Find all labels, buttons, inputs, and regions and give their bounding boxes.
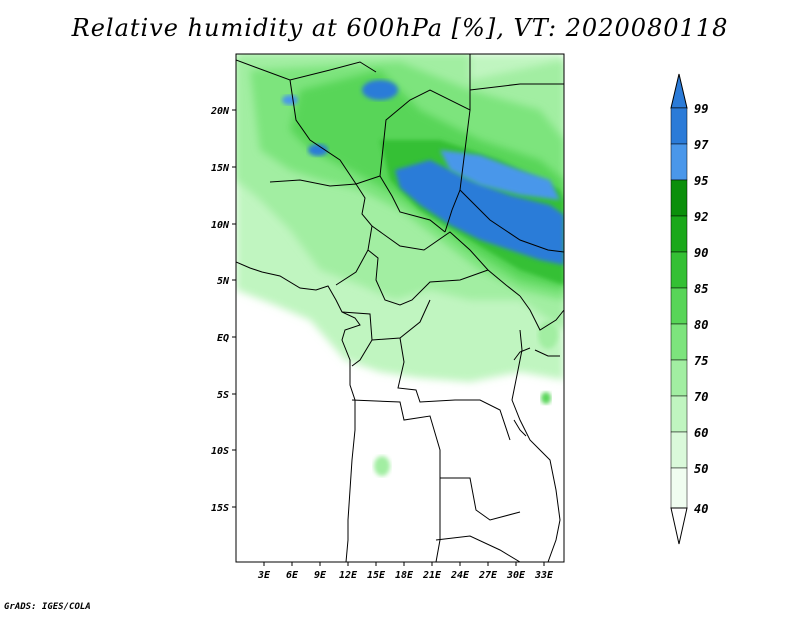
lat-tick-label: 10S — [211, 446, 229, 457]
lon-tick-label: 15E — [367, 570, 386, 581]
colorbar-segment — [670, 359, 688, 397]
colorbar-segment — [670, 143, 688, 181]
colorbar-label: 97 — [694, 138, 709, 152]
colorbar-label: 95 — [694, 174, 708, 188]
colorbar-label: 40 — [694, 502, 708, 516]
grads-credit: GrADS: IGES/COLA — [4, 602, 91, 612]
colorbar-label: 85 — [694, 282, 708, 296]
colorbar-segment — [670, 431, 688, 469]
colorbar-bottom-arrow — [670, 507, 688, 545]
colorbar-segment — [670, 251, 688, 289]
colorbar-label: 70 — [694, 390, 708, 404]
colorbar-label: 92 — [694, 210, 708, 224]
lat-axis: 20N 15N 10N 5N EQ 5S 10S 15S — [210, 106, 236, 514]
lon-tick-label: 18E — [395, 570, 414, 581]
lon-tick-label: 6E — [286, 570, 299, 581]
map-title: Relative humidity at 600hPa [%], VT: 202… — [71, 14, 729, 42]
colorbar-label: 99 — [694, 102, 708, 116]
lat-tick-label: 20N — [210, 106, 230, 117]
lat-tick-label: EQ — [217, 333, 229, 344]
lon-tick-label: 9E — [314, 570, 327, 581]
colorbar-label: 75 — [694, 354, 708, 368]
lon-tick-marks — [263, 562, 545, 566]
colorbar-segment — [670, 467, 688, 509]
map-frame — [235, 53, 565, 563]
colorbar-label: 80 — [694, 318, 708, 332]
lat-tick-label: 5S — [217, 390, 229, 401]
lat-tick-label: 15N — [211, 163, 230, 174]
lon-axis: 3E 6E 9E 12E 15E 18E 21E 24E 27E 30E 33E — [257, 562, 554, 581]
lon-tick-label: 27E — [478, 570, 498, 581]
colorbar: 99 97 95 92 90 85 80 75 70 60 50 40 — [670, 73, 709, 545]
colorbar-label: 90 — [694, 246, 708, 260]
colorbar-label: 60 — [694, 426, 708, 440]
lon-tick-label: 3E — [257, 570, 271, 581]
lon-tick-label: 33E — [534, 570, 554, 581]
lon-tick-label: 12E — [339, 570, 358, 581]
colorbar-top-arrow — [670, 73, 688, 109]
colorbar-segment — [670, 215, 688, 253]
country-borders — [236, 54, 564, 562]
humidity-field — [236, 54, 564, 562]
lat-tick-label: 5N — [217, 276, 230, 287]
colorbar-segment — [670, 107, 688, 145]
colorbar-segment — [670, 323, 688, 361]
colorbar-segment — [670, 179, 688, 217]
lat-tick-label: 10N — [211, 220, 230, 231]
lon-tick-label: 24E — [450, 570, 470, 581]
lon-tick-label: 30E — [506, 570, 526, 581]
lon-tick-label: 21E — [422, 570, 442, 581]
colorbar-segment — [670, 287, 688, 325]
colorbar-label: 50 — [694, 462, 708, 476]
colorbar-segment — [670, 395, 688, 433]
lat-tick-marks — [232, 109, 236, 508]
lat-tick-label: 15S — [211, 503, 229, 514]
